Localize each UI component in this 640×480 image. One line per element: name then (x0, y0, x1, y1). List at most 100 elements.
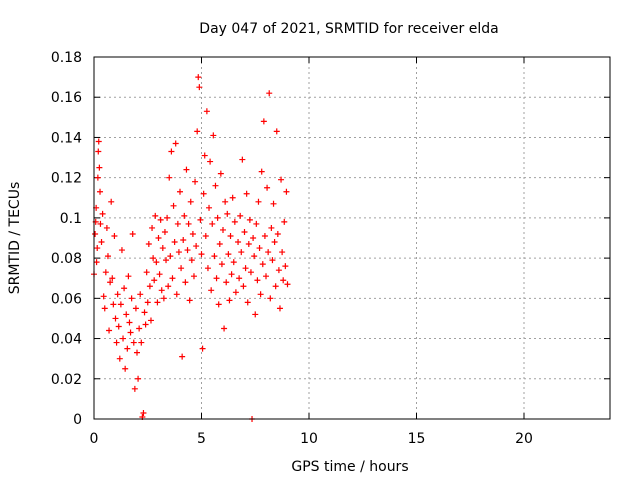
data-point (124, 345, 131, 352)
data-point (170, 202, 177, 209)
data-point (265, 249, 272, 256)
data-point (263, 273, 269, 280)
data-point (180, 237, 187, 244)
data-point (140, 409, 147, 416)
data-point (188, 257, 195, 264)
data-point (200, 190, 207, 197)
data-point (166, 174, 173, 181)
data-point (221, 325, 228, 332)
data-point (121, 285, 128, 292)
x-axis-label: GPS time / hours (291, 459, 408, 475)
data-point (147, 317, 154, 324)
y-tick-label: 0.16 (51, 90, 82, 106)
data-point (224, 210, 231, 217)
data-point (114, 291, 121, 298)
data-point (282, 263, 289, 270)
data-point (155, 235, 162, 241)
data-point (125, 273, 132, 280)
data-point (134, 349, 140, 356)
y-tick-label: 0.1 (60, 211, 82, 227)
data-point (130, 339, 137, 346)
data-point (126, 319, 133, 326)
data-point (222, 198, 229, 205)
data-point (150, 255, 157, 262)
data-point (235, 239, 242, 246)
data-point (255, 198, 262, 205)
data-point (158, 287, 165, 294)
data-point (266, 90, 273, 97)
data-point (115, 323, 122, 330)
data-point (120, 335, 127, 342)
data-point (215, 301, 222, 308)
data-point (168, 148, 175, 155)
y-tick-label: 0.12 (51, 171, 82, 187)
data-point (186, 297, 193, 304)
data-point (185, 220, 192, 227)
y-axis-label: SRMTID / TECUs (7, 182, 23, 295)
data-point (225, 251, 232, 258)
data-point (203, 108, 210, 115)
data-point (218, 261, 225, 268)
data-point (272, 283, 279, 290)
data-point (214, 214, 221, 221)
data-point (151, 277, 158, 284)
data-point (183, 166, 190, 173)
y-tick-label: 0.08 (51, 251, 82, 267)
x-tick-label: 20 (515, 431, 533, 447)
data-point (94, 245, 101, 252)
data-point (111, 232, 118, 239)
data-point (269, 257, 276, 264)
data-point (181, 212, 188, 219)
data-point (95, 138, 102, 145)
data-point (142, 321, 149, 328)
data-point (197, 216, 204, 223)
data-point (92, 230, 99, 237)
data-point (136, 325, 143, 332)
data-point (187, 198, 194, 205)
data-point (175, 249, 182, 256)
data-point (257, 291, 264, 298)
data-point (104, 253, 111, 260)
data-point (243, 190, 250, 197)
data-point (179, 353, 186, 360)
data-points (91, 74, 291, 422)
data-point (246, 216, 253, 223)
data-point (208, 287, 215, 294)
y-tick-label: 0.04 (51, 332, 82, 348)
data-point (132, 305, 139, 312)
data-point (122, 365, 129, 372)
data-point (230, 259, 237, 266)
data-point (94, 174, 101, 181)
data-point (201, 152, 208, 159)
data-point (281, 218, 288, 225)
data-point (164, 214, 171, 221)
data-point (146, 283, 153, 290)
data-point (108, 198, 115, 205)
data-point (189, 230, 196, 237)
data-point (97, 188, 104, 195)
data-point (98, 239, 105, 246)
data-point (242, 265, 249, 272)
y-tick-label: 0.06 (51, 291, 82, 307)
data-point (283, 188, 290, 195)
data-point (109, 275, 116, 282)
data-point (127, 329, 134, 336)
data-point (261, 232, 268, 239)
data-point (253, 220, 260, 227)
data-point (143, 269, 150, 276)
data-point (138, 339, 145, 346)
data-point (173, 291, 180, 298)
data-point (149, 224, 156, 231)
data-point (237, 212, 244, 219)
data-point (247, 269, 254, 276)
data-point (159, 245, 166, 252)
data-point (259, 261, 266, 268)
data-point (276, 305, 283, 312)
data-point (239, 156, 246, 163)
data-point (229, 194, 236, 201)
data-point (195, 74, 202, 81)
data-point (245, 241, 252, 248)
grid-lines (94, 57, 610, 419)
data-point (135, 375, 142, 382)
